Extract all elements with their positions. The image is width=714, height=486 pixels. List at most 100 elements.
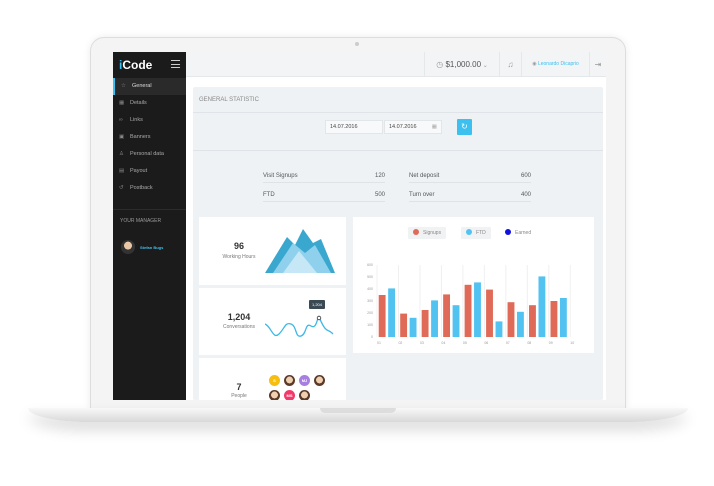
balance-dropdown[interactable]: ◷ $1,000.00 ⌄ bbox=[424, 52, 499, 77]
postback-icon: ↺ bbox=[119, 185, 124, 191]
mountains-icon bbox=[265, 229, 335, 273]
bar-ftd bbox=[431, 300, 438, 337]
laptop-base bbox=[28, 408, 688, 422]
user-icon: ◉ bbox=[532, 61, 538, 67]
topbar: ◷ $1,000.00 ⌄ ♫ ◉ Leonardo Dicaprio ⇥ bbox=[186, 52, 606, 77]
wallet-icon: ◷ bbox=[436, 60, 446, 69]
sidebar-item-label: Personal data bbox=[130, 151, 164, 157]
avatar[interactable] bbox=[314, 375, 325, 386]
sidebar-item-label: Payout bbox=[130, 168, 148, 174]
bar-signups bbox=[378, 295, 386, 337]
sparkline bbox=[265, 315, 334, 337]
laptop-notch bbox=[320, 408, 396, 413]
bar-signups bbox=[507, 302, 515, 337]
general-statistic-panel: GENERAL STATISTIC 14.07.2016 14.07.2016 ▦… bbox=[193, 87, 603, 400]
banner-icon: ▣ bbox=[119, 134, 125, 140]
notifications-button[interactable]: ♫ bbox=[499, 52, 521, 77]
x-tick-label: 02 bbox=[398, 341, 402, 345]
sidebar-item-label: Links bbox=[130, 117, 143, 123]
sparkline-tooltip: 1,204 bbox=[309, 300, 326, 309]
y-tick-label: 100 bbox=[367, 323, 373, 327]
bar-ftd bbox=[409, 317, 417, 337]
stat-visit-signups: Visit Signups 120 bbox=[263, 169, 385, 183]
divider bbox=[193, 112, 603, 113]
bar-signups bbox=[443, 294, 451, 337]
sidebar-item-label: General bbox=[132, 83, 152, 89]
x-tick-label: 09 bbox=[549, 341, 553, 345]
bell-icon: ♫ bbox=[507, 60, 514, 69]
x-tick-label: 10 bbox=[570, 341, 574, 345]
y-tick-label: 200 bbox=[367, 311, 373, 315]
legend-earned[interactable]: Earned bbox=[500, 227, 536, 239]
x-tick-label: 03 bbox=[420, 341, 424, 345]
x-tick-label: 05 bbox=[463, 341, 467, 345]
hours-label: Working Hours bbox=[222, 254, 256, 260]
menu-icon[interactable] bbox=[171, 60, 180, 68]
people-value: 7 bbox=[236, 382, 242, 392]
logo[interactable]: iCode bbox=[119, 58, 153, 72]
sidebar-item-banners[interactable]: ▣ Banners bbox=[113, 129, 186, 146]
sidebar-item-general[interactable]: ☆ General bbox=[113, 78, 186, 95]
avatar[interactable]: MS bbox=[284, 390, 295, 400]
calendar-icon[interactable]: ▦ bbox=[431, 124, 437, 130]
bar-signups bbox=[529, 305, 536, 337]
x-tick-label: 08 bbox=[527, 341, 531, 345]
card-conversations: 1,204 Conversations 1,204 bbox=[199, 288, 346, 355]
refresh-button[interactable]: ↻ bbox=[457, 119, 472, 135]
manager-heading: YOUR MANAGER bbox=[120, 218, 162, 224]
grid-icon: ▦ bbox=[119, 100, 125, 106]
conversations-value: 1,204 bbox=[227, 312, 251, 322]
y-tick-label: 0 bbox=[371, 335, 373, 339]
sidebar-item-label: Banners bbox=[130, 134, 151, 140]
sidebar: iCode ☆ General ▦ Details ∞ Links ▣ Banners ♙ Per… bbox=[113, 52, 186, 400]
sidebar-item-label: Details bbox=[130, 100, 147, 106]
bar-ftd bbox=[388, 288, 396, 337]
x-tick-label: 04 bbox=[441, 341, 445, 345]
avatar[interactable] bbox=[284, 375, 295, 386]
card-working-hours: 96 Working Hours bbox=[199, 217, 346, 285]
bar-signups bbox=[400, 313, 408, 337]
sidebar-item-personal-data[interactable]: ♙ Personal data bbox=[113, 146, 186, 163]
panel-title: GENERAL STATISTIC bbox=[199, 97, 259, 103]
screen: iCode ☆ General ▦ Details ∞ Links ▣ Banners ♙ Per… bbox=[113, 52, 606, 400]
stat-ftd: FTD 500 bbox=[263, 188, 385, 202]
user-icon: ♙ bbox=[119, 151, 124, 157]
camera bbox=[355, 42, 359, 46]
payout-icon: ▤ bbox=[119, 168, 125, 174]
bar-ftd bbox=[452, 305, 460, 337]
sidebar-item-postback[interactable]: ↺ Postback bbox=[113, 180, 186, 197]
x-tick-label: 07 bbox=[506, 341, 510, 345]
bar-signups bbox=[421, 310, 429, 337]
legend-signups[interactable]: Signups bbox=[408, 227, 447, 239]
bar-signups bbox=[486, 289, 493, 337]
bar-ftd bbox=[559, 298, 567, 337]
divider bbox=[113, 209, 186, 210]
bar-signups bbox=[550, 301, 558, 337]
date-to-input[interactable]: 14.07.2016 ▦ bbox=[384, 120, 442, 134]
hours-value: 96 bbox=[233, 241, 244, 251]
chart-card: Signups FTD Earned 01 02 03 04 05 06 07 08 09 10 0… bbox=[353, 217, 594, 353]
avatar[interactable]: S bbox=[269, 375, 280, 386]
sidebar-item-links[interactable]: ∞ Links bbox=[113, 112, 186, 129]
user-menu[interactable]: ◉ Leonardo Dicaprio bbox=[521, 52, 589, 77]
people-label: People bbox=[231, 393, 247, 399]
manager-name[interactable]: Stefan Bugs bbox=[140, 245, 164, 250]
sidebar-item-payout[interactable]: ▤ Payout bbox=[113, 163, 186, 180]
y-tick-label: 400 bbox=[367, 287, 373, 291]
manager-avatar bbox=[121, 240, 135, 254]
x-tick-label: 01 bbox=[377, 341, 381, 345]
y-tick-label: 600 bbox=[367, 263, 373, 267]
x-tick-label: 06 bbox=[484, 341, 488, 345]
bar-ftd bbox=[517, 311, 524, 337]
conversations-label: Conversations bbox=[223, 324, 255, 330]
logout-icon[interactable]: ⇥ bbox=[589, 52, 606, 77]
avatar[interactable] bbox=[299, 390, 310, 400]
bar-ftd bbox=[474, 282, 481, 337]
card-people: 7 People S MJ MS bbox=[199, 358, 346, 400]
y-tick-label: 500 bbox=[367, 275, 373, 279]
legend-ftd[interactable]: FTD bbox=[461, 227, 491, 239]
date-from-input[interactable]: 14.07.2016 bbox=[325, 120, 383, 134]
avatar[interactable]: MJ bbox=[299, 375, 310, 386]
avatar[interactable] bbox=[269, 390, 280, 400]
sidebar-item-details[interactable]: ▦ Details bbox=[113, 95, 186, 112]
